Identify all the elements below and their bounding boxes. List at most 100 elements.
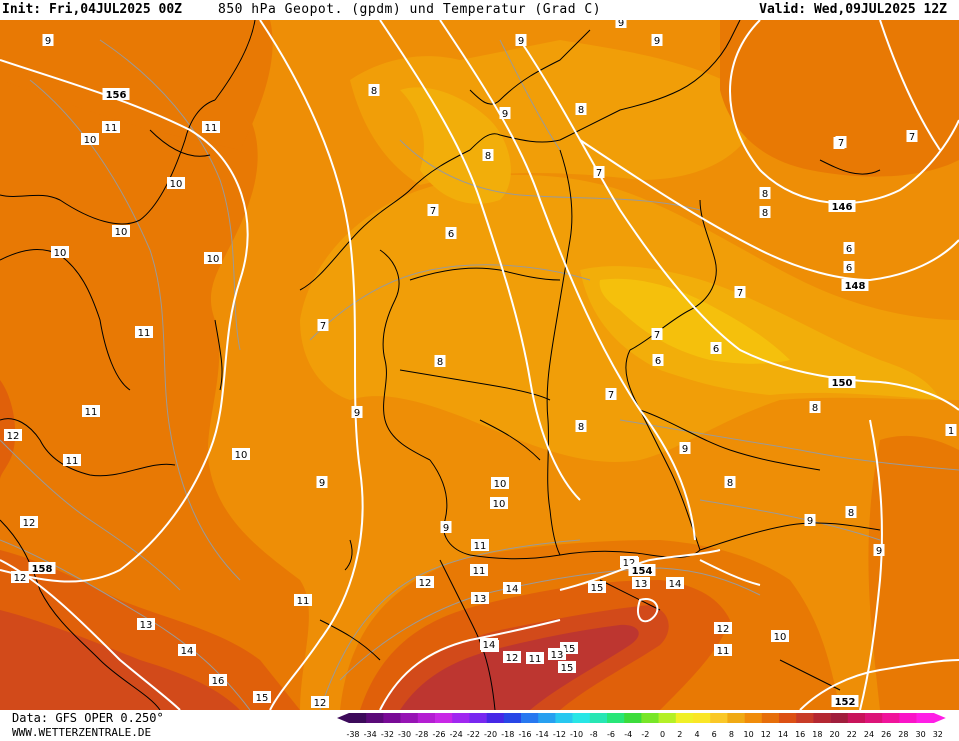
legend-tick-label: -6 — [607, 730, 615, 739]
temperature-label-box — [427, 204, 439, 216]
temperature-label-text: 9 — [45, 36, 51, 47]
temperature-label: 10 — [491, 477, 509, 490]
legend-swatch — [521, 713, 539, 723]
legend-tick-label: 10 — [744, 730, 754, 739]
legend-tick-label: -12 — [553, 730, 566, 739]
temperature-label-text: 6 — [846, 244, 852, 255]
legend-tick-label: -28 — [415, 730, 428, 739]
temperature-label: 7 — [734, 286, 746, 299]
temperature-label-box — [503, 582, 521, 594]
temperature-label-text: 9 — [443, 523, 449, 534]
temperature-label-box — [51, 246, 69, 258]
temperature-label: 12 — [20, 516, 38, 529]
temperature-label-text: 11 — [66, 456, 79, 467]
legend-swatch — [693, 713, 711, 723]
temperature-label-text: 9 — [682, 444, 688, 455]
temperature-label-text: 11 — [529, 654, 542, 665]
legend-swatch — [452, 713, 470, 723]
temperature-label: 14 — [480, 638, 498, 651]
temperature-label-box — [311, 696, 329, 708]
legend-tick-label: 26 — [881, 730, 891, 739]
temperature-label: 9 — [615, 20, 627, 29]
legend-ticks: -38 -34 -32 -30 -28 -26 -24 -22 -20 -18 -16 -14 -12-… — [346, 730, 942, 739]
temperature-label: 11 — [470, 564, 488, 577]
temperature-label-box — [294, 594, 312, 606]
temperature-label-box — [526, 652, 544, 664]
temperature-label-box — [666, 577, 684, 589]
geopotential-label: 146 — [828, 200, 856, 213]
temperature-label: 14 — [503, 582, 521, 595]
temperature-label-box — [482, 149, 494, 161]
temperature-label-box — [651, 34, 663, 46]
temperature-label: 11 — [714, 644, 732, 657]
temperature-label-box — [548, 648, 566, 660]
temperature-label: 9 — [42, 34, 54, 47]
temperature-label: 12 — [416, 576, 434, 589]
legend-swatch — [589, 713, 608, 723]
legend-tick-label: -10 — [570, 730, 583, 739]
temperature-map: 9101110111010101111121112109131416151211… — [0, 20, 959, 710]
legend-tick-label: -14 — [536, 730, 549, 739]
temperature-label-box — [759, 187, 771, 199]
temperature-label-box — [351, 406, 363, 418]
legend-swatch — [435, 713, 453, 723]
temperature-label: 6 — [445, 227, 457, 240]
map-title: 850 hPa Geopot. (gpdm) und Temperatur (G… — [218, 2, 602, 17]
temperature-label-box — [491, 477, 509, 489]
temperature-label-text: 13 — [140, 620, 153, 631]
geopotential-label: 156 — [102, 88, 130, 101]
geopotential-label-box — [828, 376, 856, 388]
legend-swatch — [658, 713, 677, 723]
temperature-label-box — [503, 651, 521, 663]
temperature-label-text: 12 — [314, 698, 327, 709]
temperature-label: 11 — [135, 326, 153, 339]
temperature-label: 10 — [232, 448, 250, 461]
geopotential-label-text: 154 — [632, 566, 653, 577]
temperature-label: 8 — [434, 355, 446, 368]
temperature-label: 9 — [440, 521, 452, 534]
temperature-label-text: 9 — [654, 36, 660, 47]
temperature-label-box — [771, 630, 789, 642]
temperature-label: 9 — [499, 107, 511, 120]
temperature-label-text: 7 — [654, 330, 660, 341]
temperature-labels: 9101110111010101111121112109131416151211… — [4, 20, 957, 709]
temp-zone-east-coolest — [599, 278, 790, 364]
temperature-label-box — [112, 225, 130, 237]
temperature-label-box — [651, 328, 663, 340]
temperature-label-box — [63, 454, 81, 466]
temperature-label-box — [204, 252, 222, 264]
temperature-label: 15 — [558, 661, 576, 674]
temperature-label-box — [724, 476, 736, 488]
temperature-label-text: 13 — [635, 579, 648, 590]
temperature-label-text: 14 — [483, 640, 496, 651]
temperature-label-text: 8 — [371, 86, 377, 97]
temperature-label-text: 14 — [506, 584, 519, 595]
legend-tick-label: 18 — [812, 730, 822, 739]
temperature-label: 12 — [503, 651, 521, 664]
geopotential-label-text: 148 — [845, 281, 866, 292]
temperature-label: 8 — [575, 103, 587, 116]
temperature-label-text: 8 — [762, 208, 768, 219]
temperature-label: 15 — [588, 581, 606, 594]
legend-tick-label: -16 — [518, 730, 531, 739]
color-legend: -38 -34 -32 -30 -28 -26 -24 -22 -20 -18 -16 -14 -12-… — [337, 713, 946, 739]
temperature-label-text: 9 — [876, 546, 882, 557]
temperature-label: 14 — [178, 644, 196, 657]
temperature-label: 13 — [548, 648, 566, 661]
legend-tick-label: -18 — [501, 730, 514, 739]
temperature-label-text: 12 — [23, 518, 36, 529]
legend-swatch — [916, 713, 935, 723]
legend-swatches — [337, 713, 946, 723]
temperature-label-box — [843, 261, 855, 273]
temperature-label: 13 — [471, 592, 489, 605]
legend-swatch — [847, 713, 866, 723]
map-footer: Data: GFS OPER 0.250° WWW.WETTERZENTRALE… — [0, 710, 959, 741]
temperature-label-text: 10 — [493, 499, 506, 510]
temperature-label: 10 — [81, 133, 99, 146]
geopotential-label-box — [102, 88, 130, 100]
legend-tick-label: 14 — [778, 730, 788, 739]
temperature-label-text: 11 — [105, 123, 118, 134]
legend-tick-label: -22 — [467, 730, 480, 739]
legend-swatch — [830, 713, 849, 723]
legend-swatch — [779, 713, 797, 723]
